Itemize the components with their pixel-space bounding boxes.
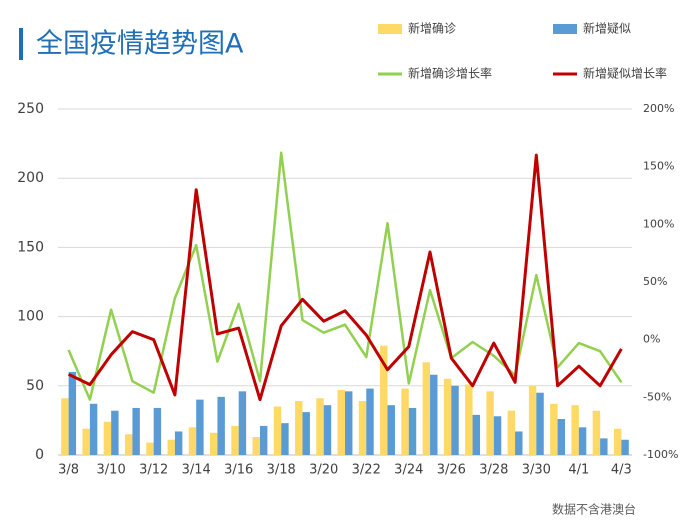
bar <box>89 403 98 455</box>
bar <box>345 391 353 455</box>
legend-label: 新增疑似增长率 <box>583 66 667 81</box>
bar <box>515 431 523 455</box>
line <box>67 153 623 402</box>
bar <box>231 425 239 455</box>
x-tick-label: 3/8 <box>58 463 79 478</box>
bar <box>507 410 516 455</box>
bar <box>493 416 502 455</box>
x-tick-label: 3/10 <box>97 463 126 478</box>
bar <box>408 407 417 455</box>
x-tick-label: 3/26 <box>437 463 466 478</box>
bar <box>557 419 566 455</box>
bar <box>592 410 601 455</box>
y-tick-label: 200 <box>17 170 44 186</box>
bar <box>422 362 431 455</box>
bar <box>111 410 119 455</box>
legend-swatch <box>378 24 402 34</box>
bar <box>273 406 282 455</box>
y2-tick-label: 0% <box>643 333 660 346</box>
x-tick-label: 3/18 <box>267 463 296 478</box>
bar <box>196 399 204 455</box>
bar <box>443 378 452 455</box>
bar <box>358 401 367 455</box>
bar <box>82 428 90 455</box>
bar <box>578 427 587 455</box>
bar <box>217 396 225 455</box>
bar <box>472 414 480 455</box>
legend-label: 新增疑似 <box>583 21 631 36</box>
x-tick-label: 3/30 <box>522 463 551 478</box>
bar <box>430 374 438 455</box>
y-tick-label: 100 <box>17 309 44 325</box>
bar <box>550 403 558 455</box>
bar <box>252 437 260 455</box>
bar <box>486 391 494 455</box>
bar <box>132 407 140 455</box>
bar <box>337 389 345 455</box>
x-tick-label: 3/28 <box>479 463 508 478</box>
bar <box>259 425 268 455</box>
bar <box>536 392 544 455</box>
title-accent <box>19 28 23 60</box>
bar <box>61 398 69 455</box>
bar <box>621 439 629 455</box>
x-tick-label: 3/16 <box>224 463 253 478</box>
bar <box>146 442 154 455</box>
x-tick-label: 4/1 <box>568 463 589 478</box>
y-tick-label: 0 <box>35 447 44 463</box>
bar <box>124 434 133 455</box>
bar <box>295 401 303 455</box>
y2-tick-label: -100% <box>643 448 678 461</box>
y-tick-label: 250 <box>17 101 44 117</box>
bar <box>174 431 183 455</box>
bar <box>188 427 197 455</box>
bar <box>387 405 395 455</box>
bar <box>571 405 579 455</box>
x-tick-label: 3/24 <box>394 463 423 478</box>
bar <box>238 391 247 455</box>
bar <box>401 388 409 455</box>
legend-label: 新增确诊增长率 <box>408 66 492 81</box>
bar <box>153 407 162 455</box>
x-tick-label: 3/20 <box>309 463 338 478</box>
bar <box>281 423 289 455</box>
y2-tick-label: -50% <box>643 390 671 403</box>
bar <box>323 405 332 455</box>
y2-tick-label: 150% <box>643 160 674 173</box>
bar <box>316 398 324 455</box>
x-tick-label: 3/12 <box>139 463 168 478</box>
bar <box>302 412 310 455</box>
bar <box>210 432 218 455</box>
legend-label: 新增确诊 <box>408 21 456 36</box>
bar <box>68 371 77 455</box>
x-tick-label: 3/14 <box>182 463 211 478</box>
chart-title: 全国疫情趋势图A <box>36 29 244 60</box>
bar <box>528 385 537 455</box>
bar <box>465 384 473 455</box>
bar <box>366 388 374 455</box>
note: 数据不含港澳台 <box>552 502 636 517</box>
x-tick-label: 3/22 <box>352 463 381 478</box>
bar <box>600 438 608 455</box>
y2-tick-label: 100% <box>643 217 674 230</box>
y2-tick-label: 200% <box>643 102 674 115</box>
legend-swatch <box>553 24 577 34</box>
bar <box>451 385 459 455</box>
bar <box>380 345 388 455</box>
y-tick-label: 150 <box>17 239 44 255</box>
bar <box>103 421 112 455</box>
bar <box>167 439 175 455</box>
x-tick-label: 4/3 <box>611 463 632 478</box>
y2-tick-label: 50% <box>643 275 667 288</box>
y-tick-label: 50 <box>26 378 44 394</box>
bar <box>613 428 622 455</box>
